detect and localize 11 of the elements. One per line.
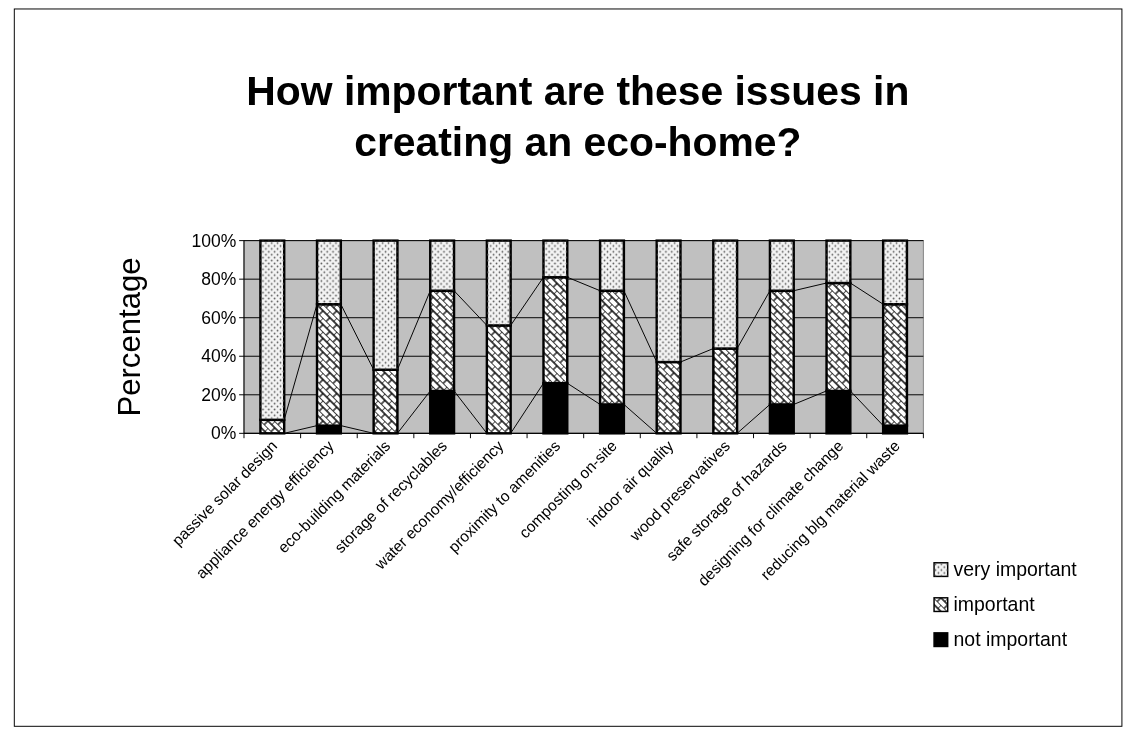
chart-title: How important are these issues in creating an eco-home? bbox=[246, 68, 910, 165]
y-tick-label: 60% bbox=[201, 307, 237, 328]
y-tick-label: 80% bbox=[201, 269, 237, 290]
legend-label: important bbox=[953, 593, 1036, 616]
y-tick-label: 20% bbox=[201, 384, 237, 405]
legend-label: not important bbox=[953, 628, 1068, 651]
y-tick-label: 100% bbox=[191, 230, 237, 251]
legend-label: very important bbox=[953, 558, 1078, 581]
y-tick-label: 40% bbox=[201, 346, 237, 367]
y-tick-label: 0% bbox=[210, 423, 237, 444]
y-axis-title: Percentage bbox=[111, 257, 147, 417]
